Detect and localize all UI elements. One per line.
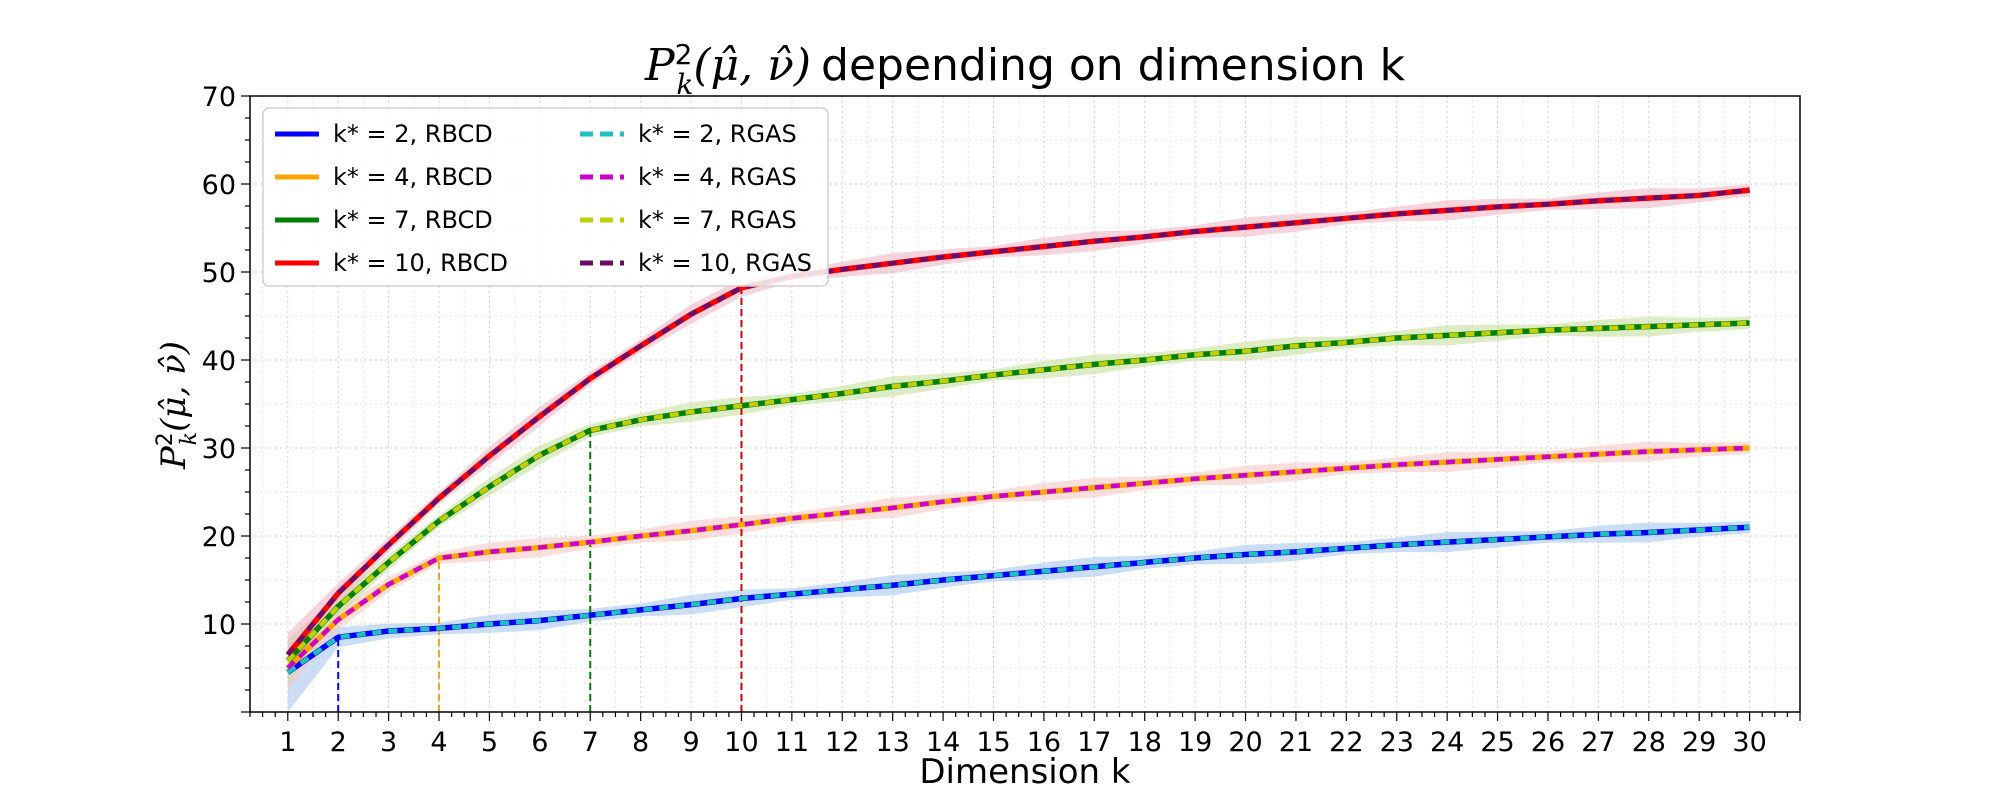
title-math-sup: 2 — [675, 38, 693, 71]
x-axis-ticks: 1 2 3 4 5 6 7 8 9 10 11 12 13 14 15 16 17 18 19 20 21 22 23 24 2… — [249, 712, 1801, 758]
y-tick-label: 10 — [202, 610, 236, 641]
legend-entry-rgas-k7: k* = 7, RGAS — [638, 206, 797, 234]
x-axis-label: Dimension k — [919, 752, 1131, 792]
series-line-rgas-k2 — [286, 524, 1750, 675]
legend-entry-rgas-k4: k* = 4, RGAS — [638, 163, 797, 191]
x-tick-label: 7 — [582, 727, 599, 758]
y-tick-label: 50 — [202, 258, 236, 289]
x-tick-label: 20 — [1228, 727, 1262, 758]
x-tick-label: 17 — [1077, 727, 1111, 758]
legend: k* = 2, RBCD k* = 4, RBCD k* = 7, RBCD k* =… — [262, 107, 829, 287]
x-tick-label: 28 — [1632, 727, 1666, 758]
y-tick-label: 30 — [202, 434, 236, 465]
x-tick-label: 24 — [1430, 727, 1464, 758]
x-tick-label: 3 — [380, 727, 397, 758]
x-tick-label: 6 — [531, 727, 548, 758]
x-tick-label: 13 — [876, 727, 910, 758]
y-tick-label: 20 — [202, 522, 236, 553]
title-text: depending on dimension k — [821, 40, 1406, 91]
x-tick-label: 23 — [1380, 727, 1414, 758]
x-tick-label: 30 — [1732, 727, 1766, 758]
vertical-markers — [337, 287, 743, 712]
x-tick-label: 10 — [724, 727, 758, 758]
legend-entry-rbcd-k2: k* = 2, RBCD — [333, 120, 493, 148]
band-rbcd-k4 — [287, 441, 1750, 690]
legend-entry-rbcd-k4: k* = 4, RBCD — [333, 163, 493, 191]
ylabel-math-p: P — [154, 445, 194, 470]
title-math-args: (μ̂, ν̂) — [693, 40, 811, 91]
x-tick-label: 19 — [1178, 727, 1212, 758]
series-lines — [285, 187, 1750, 675]
x-tick-label: 22 — [1329, 727, 1363, 758]
chart-title: P2 k(μ̂, ν̂) depending on dimension k — [644, 38, 1406, 101]
x-tick-label: 14 — [926, 727, 960, 758]
x-tick-label: 16 — [1027, 727, 1061, 758]
series-line-rgas-k10 — [286, 187, 1750, 657]
x-tick-label: 1 — [279, 727, 296, 758]
ylabel-math-sup: 2 — [153, 432, 178, 446]
legend-entry-rbcd-k7: k* = 7, RBCD — [333, 206, 493, 234]
x-tick-label: 26 — [1531, 727, 1565, 758]
legend-entry-rgas-k10: k* = 10, RGAS — [638, 249, 812, 277]
x-tick-label: 25 — [1480, 727, 1514, 758]
x-tick-label: 29 — [1682, 727, 1716, 758]
legend-entry-rbcd-k10: k* = 10, RBCD — [333, 249, 508, 277]
x-tick-label: 27 — [1581, 727, 1615, 758]
ylabel-math-args: (μ̂, ν̂) — [154, 341, 194, 432]
y-tick-label: 70 — [202, 82, 236, 113]
x-tick-label: 4 — [430, 727, 447, 758]
x-tick-label: 21 — [1279, 727, 1313, 758]
y-tick-label: 60 — [202, 170, 236, 201]
x-tick-label: 8 — [632, 727, 649, 758]
y-axis-label: P2k(μ̂, ν̂) — [153, 341, 202, 470]
x-tick-label: 18 — [1128, 727, 1162, 758]
legend-box — [262, 107, 829, 287]
legend-entry-rgas-k2: k* = 2, RGAS — [638, 120, 797, 148]
x-tick-label: 5 — [481, 727, 498, 758]
series-line-rgas-k7 — [286, 320, 1750, 663]
x-tick-label: 12 — [825, 727, 859, 758]
ylabel-math-sub: k — [177, 432, 202, 445]
title-math-p: P — [644, 40, 676, 91]
title-math-sub: k — [676, 68, 693, 101]
x-tick-label: 15 — [976, 727, 1010, 758]
x-tick-label: 2 — [330, 727, 347, 758]
y-axis-ticks: 10 20 30 40 50 60 70 — [202, 82, 250, 713]
series-line-rgas-k4 — [286, 445, 1750, 670]
x-tick-label: 9 — [682, 727, 699, 758]
x-tick-label: 11 — [775, 727, 809, 758]
y-tick-label: 40 — [202, 346, 236, 377]
